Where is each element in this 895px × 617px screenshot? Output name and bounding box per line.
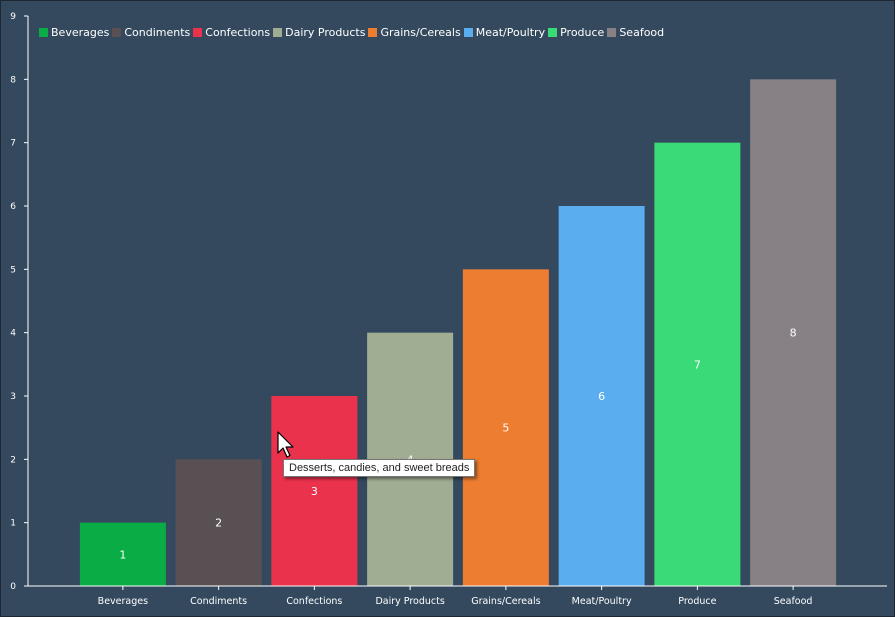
x-tick-label: Meat/Poultry — [572, 596, 632, 607]
legend-swatch — [463, 28, 473, 37]
data-label: 6 — [598, 390, 605, 403]
legend-item[interactable]: Beverages — [39, 26, 109, 39]
bar[interactable] — [750, 79, 837, 586]
legend-swatch — [548, 28, 558, 37]
legend-swatch — [273, 28, 283, 37]
legend-item[interactable]: Produce — [548, 26, 604, 39]
y-tick-label: 2 — [10, 455, 16, 465]
legend-swatch — [39, 28, 48, 37]
legend-item[interactable]: Dairy Products — [273, 26, 365, 39]
legend-item[interactable]: Grains/Cereals — [368, 26, 461, 39]
legend-item[interactable]: Confections — [193, 26, 270, 39]
y-tick-label: 0 — [10, 582, 16, 592]
legend-swatch — [112, 28, 122, 37]
x-tick-label: Grains/Cereals — [471, 596, 540, 607]
y-tick-label: 3 — [10, 392, 16, 402]
legend-item[interactable]: Condiments — [112, 26, 190, 39]
legend-label: Seafood — [619, 26, 665, 39]
data-label: 2 — [215, 517, 222, 530]
bar[interactable] — [654, 142, 741, 586]
data-label: 5 — [502, 422, 509, 435]
legend-label: Produce — [560, 26, 605, 39]
arrow-cursor-icon — [277, 431, 294, 458]
y-tick-label: 8 — [10, 75, 16, 85]
legend-swatch — [193, 28, 203, 37]
legend-swatch — [368, 28, 378, 37]
legend: Beverages Condiments Confections Dairy Prod… — [39, 26, 667, 39]
data-label: 7 — [694, 358, 701, 371]
y-tick-label: 9 — [10, 12, 16, 22]
legend-label: Dairy Products — [285, 26, 366, 39]
legend-swatch — [607, 28, 617, 37]
bar[interactable] — [175, 459, 262, 586]
axes-layer: Beverages Condiments Confections Dairy Prod… — [10, 12, 887, 607]
data-label: 3 — [311, 485, 318, 498]
data-label: 8 — [790, 327, 797, 340]
category-tooltip: Desserts, candies, and sweet breads — [283, 459, 476, 477]
x-tick-label: Dairy Products — [375, 596, 444, 607]
bar[interactable] — [558, 206, 645, 586]
legend-label: Condiments — [124, 26, 191, 39]
x-tick-label: Seafood — [774, 596, 813, 607]
y-tick-label: 5 — [10, 265, 16, 275]
legend-label: Confections — [205, 26, 271, 39]
y-tick-label: 7 — [10, 139, 16, 149]
y-tick-label: 1 — [10, 519, 16, 529]
bar[interactable] — [79, 522, 166, 586]
y-tick-label: 4 — [10, 329, 16, 339]
x-tick-label: Confections — [286, 596, 342, 607]
legend-item[interactable]: Meat/Poultry — [463, 26, 546, 39]
data-label: 1 — [119, 548, 126, 561]
bar[interactable] — [462, 269, 549, 586]
x-tick-label: Beverages — [98, 596, 148, 607]
legend-label: Grains/Cereals — [380, 26, 461, 39]
bar[interactable] — [271, 396, 358, 586]
x-tick-label: Produce — [678, 596, 716, 607]
legend-label: Meat/Poultry — [475, 26, 546, 39]
x-tick-label: Condiments — [190, 596, 247, 607]
y-tick-label: 6 — [10, 202, 16, 212]
legend-item[interactable]: Seafood — [607, 26, 664, 39]
legend-label: Beverages — [51, 26, 110, 39]
